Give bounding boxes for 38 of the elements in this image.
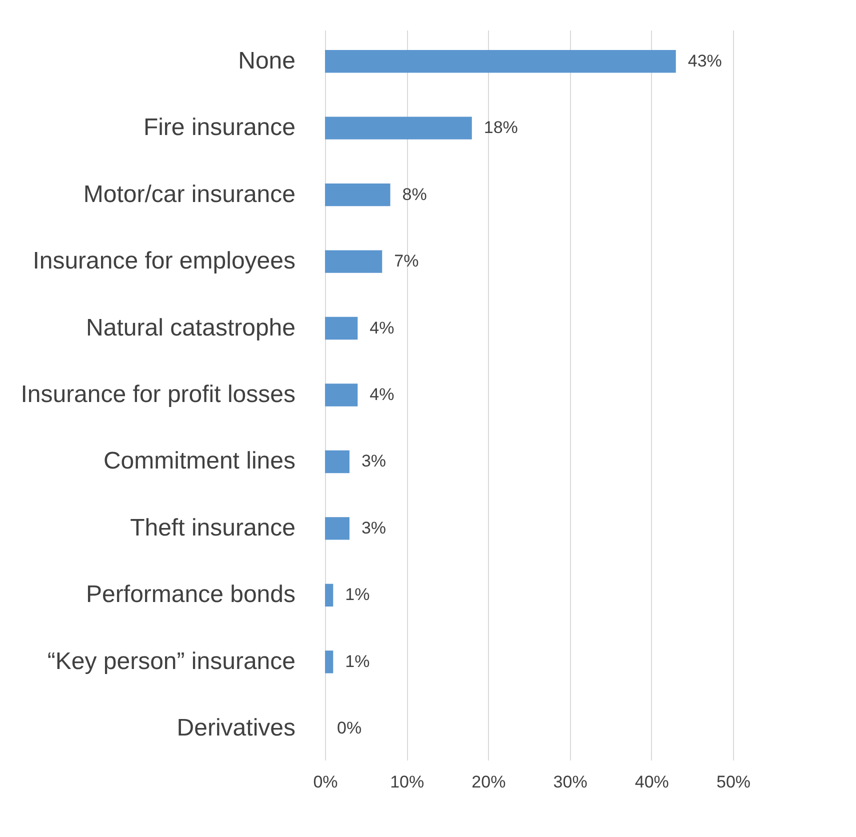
data-label: 0% xyxy=(337,718,362,738)
bar xyxy=(325,584,334,607)
data-label: 4% xyxy=(370,318,394,338)
x-tick-label: 10% xyxy=(390,772,424,792)
data-label: 3% xyxy=(361,452,386,471)
bar xyxy=(325,517,350,540)
y-tick-label: Fire insurance xyxy=(143,114,296,142)
data-label: 1% xyxy=(345,585,370,604)
data-label: 43% xyxy=(688,51,722,70)
data-label: 1% xyxy=(345,652,370,671)
y-tick-label: None xyxy=(238,47,296,74)
y-tick-label: Commitment lines xyxy=(103,448,296,475)
y-tick-label: Motor/car insurance xyxy=(83,180,296,208)
data-label: 7% xyxy=(394,252,419,271)
y-tick-label: Insurance for profit losses xyxy=(20,381,296,408)
x-tick-label: 50% xyxy=(716,772,751,792)
bar xyxy=(325,450,350,474)
y-tick-label: “Key person” insurance xyxy=(47,648,296,675)
bar xyxy=(325,116,472,140)
bar xyxy=(325,50,676,73)
data-label: 8% xyxy=(402,184,427,204)
y-tick-label: Insurance for employees xyxy=(32,248,296,275)
data-label: 18% xyxy=(484,118,518,138)
bar xyxy=(325,650,334,674)
y-tick-label: Natural catastrophe xyxy=(86,314,296,342)
bar xyxy=(325,316,358,340)
x-tick-label: 30% xyxy=(553,772,588,792)
x-tick-label: 40% xyxy=(634,772,669,792)
y-tick-label: Derivatives xyxy=(176,714,296,742)
y-tick-label: Performance bonds xyxy=(86,581,296,608)
x-tick-label: 20% xyxy=(472,772,506,792)
data-label: 4% xyxy=(370,385,394,404)
x-tick-label: 0% xyxy=(313,772,338,792)
data-label: 3% xyxy=(361,518,386,538)
bar xyxy=(325,183,390,206)
bar xyxy=(325,384,358,406)
y-tick-label: Theft insurance xyxy=(130,514,296,542)
bar xyxy=(325,250,382,273)
